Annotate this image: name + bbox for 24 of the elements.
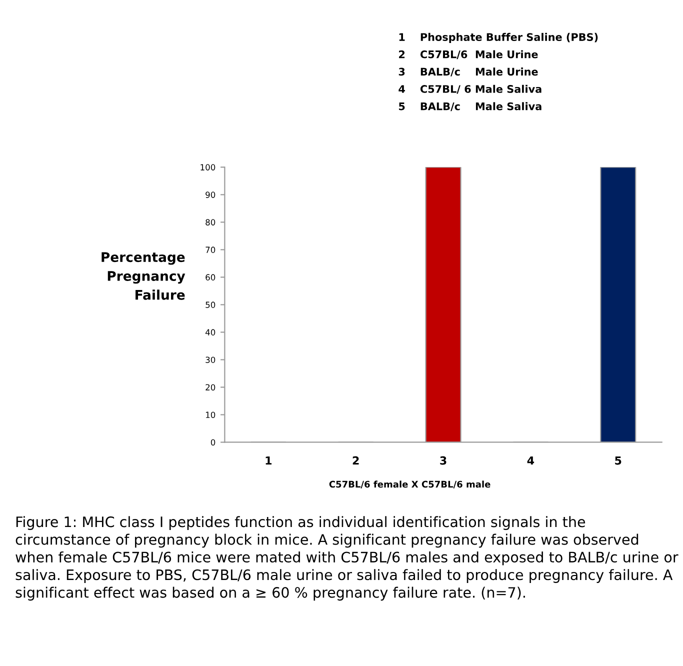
x-tick-label: 2 (352, 456, 359, 465)
x-axis-title: C57BL/6 female X C57BL/6 male (329, 480, 490, 488)
y-tick-label: 20 (206, 384, 216, 390)
text: 1 Phosphate Buffer Saline (PBS) (399, 32, 598, 44)
y-tick-label: 100 (200, 164, 216, 170)
x-tick-label: 1 (266, 456, 272, 465)
x-tick-label: 3 (440, 456, 446, 465)
caption: Figure 1: MHC class I peptides function as individual identification signals in the circumstance of pregnancy block in mice. A significant pregnancy failure was observed when female C57BL/6 mice were mated with C57BL/6 males and exposed to BALB/c urine or saliva. Exposure to PBS, C57BL/6 male urine or saliva failed to produce pregnancy failure. A significant effect was based on a ≥ 60 % pregnancy failure rate. (n=7). (16, 516, 678, 601)
y-tick-label: 40 (205, 329, 216, 336)
y-tick-label: 90 (206, 192, 216, 198)
y-tick-label: 0 (210, 439, 216, 446)
text: 3 BALB/c Male Urine (398, 68, 538, 76)
y-tick-label: 60 (206, 274, 216, 280)
y-axis-title: Percentage Pregnancy Failure (102, 252, 186, 300)
y-tick-label: 30 (206, 356, 216, 363)
text: 2 C57BL/6 Male Urine (399, 50, 538, 60)
text: 5 BALB/c Male Saliva (398, 102, 542, 112)
x-tick-label: 5 (615, 456, 622, 465)
y-tick-label: 80 (206, 219, 216, 226)
y-tick-label: 70 (206, 246, 216, 253)
y-tick-label: 50 (206, 302, 216, 308)
x-tick-label: 4 (527, 456, 534, 465)
y-tick-label: 10 (206, 412, 216, 418)
text: 4 C57BL/ 6 Male Saliva (398, 84, 542, 94)
